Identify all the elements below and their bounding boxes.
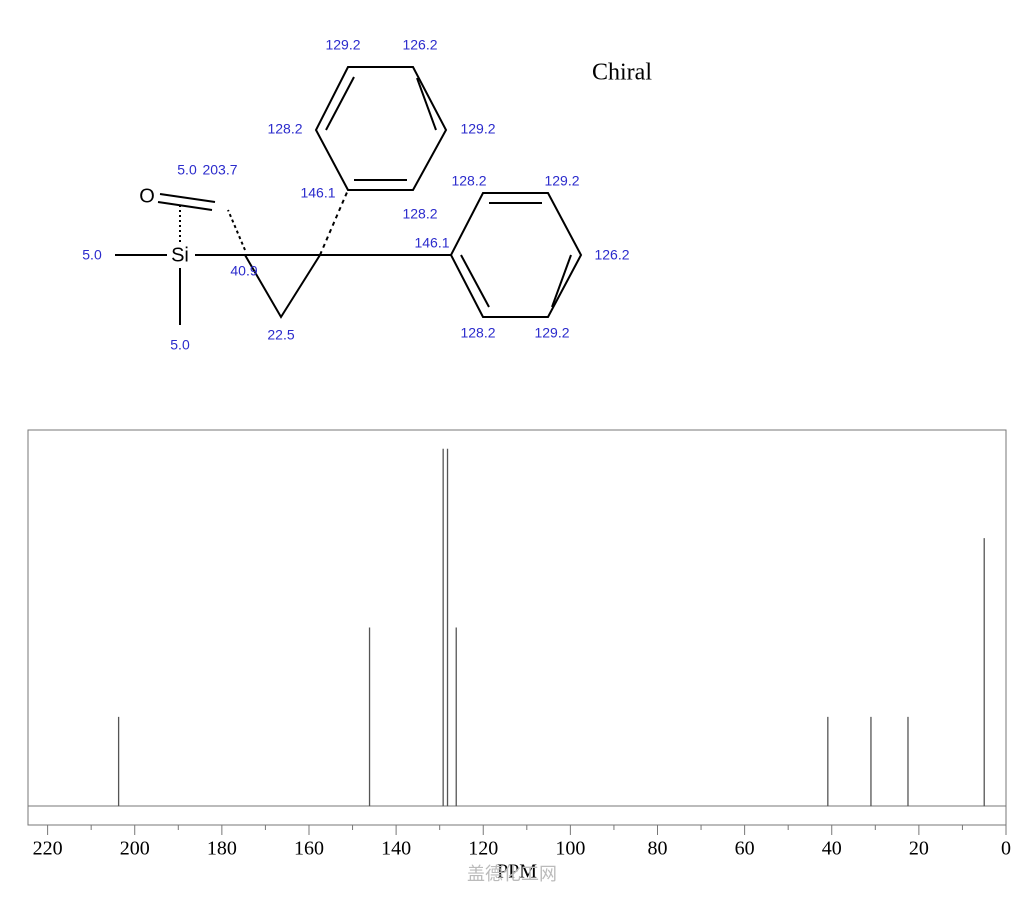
x-tick-label: 0 [1001,838,1011,860]
bond [244,254,321,319]
shift-label: 128.2 [402,206,437,222]
shift-label: 22.5 [267,327,294,343]
shift-label: 40.9 [230,263,257,279]
shift-label: 129.2 [544,173,579,189]
bond [551,254,572,308]
shift-label: 128.2 [460,325,495,341]
plot-frame [27,429,1007,826]
shift-label: 146.1 [414,235,449,251]
shift-label: 203.7 [202,162,237,178]
shift-label: 146.1 [300,185,335,201]
bond [314,66,448,191]
x-tick-label: 140 [381,838,411,860]
x-tick-label: 220 [33,838,63,860]
bond [159,193,216,203]
shift-label: 126.2 [594,247,629,263]
x-tick-label: 180 [207,838,237,860]
bond [157,201,213,211]
shift-label: 128.2 [451,173,486,189]
x-tick-label: 160 [294,838,324,860]
shift-label: 128.2 [267,121,302,137]
x-tick-label: 20 [909,838,929,860]
shift-label: 129.2 [534,325,569,341]
shift-label: 5.0 [170,337,190,353]
x-tick-label: 60 [735,838,755,860]
annotation: Chiral [592,60,652,86]
shift-label: 129.2 [325,37,360,53]
bond [325,76,355,131]
x-tick-label: 200 [120,838,150,860]
bond [227,209,246,251]
bond [416,77,437,131]
watermark: 盖德化工网 [467,864,557,884]
x-tick-label: 120 [468,838,498,860]
x-tick-label: 100 [555,838,585,860]
atom: O [139,185,155,207]
x-tick-label: 40 [822,838,842,860]
shift-label: 5.0 [82,247,102,263]
x-tick-label: 80 [647,838,667,860]
molecule: O Si Chiral [115,60,652,325]
bond [449,192,583,318]
shift-label: 126.2 [402,37,437,53]
x-axis-label: PPM [497,861,537,883]
atom: Si [171,244,189,266]
bond [319,189,349,256]
bond [460,254,490,308]
shift-label: 129.2 [460,121,495,137]
shift-label: 5.0 [177,162,197,178]
